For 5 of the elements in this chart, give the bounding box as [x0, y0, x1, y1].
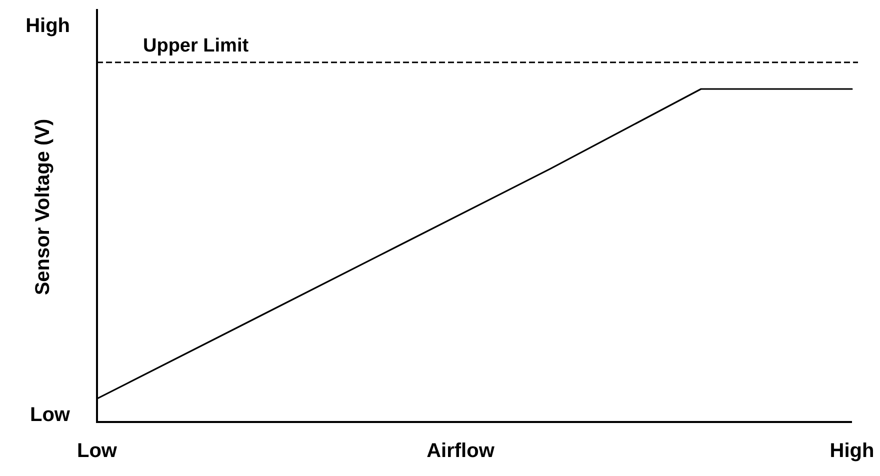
x-axis-title: Airflow — [426, 440, 495, 462]
text: High — [26, 15, 70, 37]
y-axis-title: Sensor Voltage (V) — [32, 118, 54, 296]
ref-line-label: Upper Limit — [143, 35, 250, 56]
text: Low — [30, 404, 70, 426]
